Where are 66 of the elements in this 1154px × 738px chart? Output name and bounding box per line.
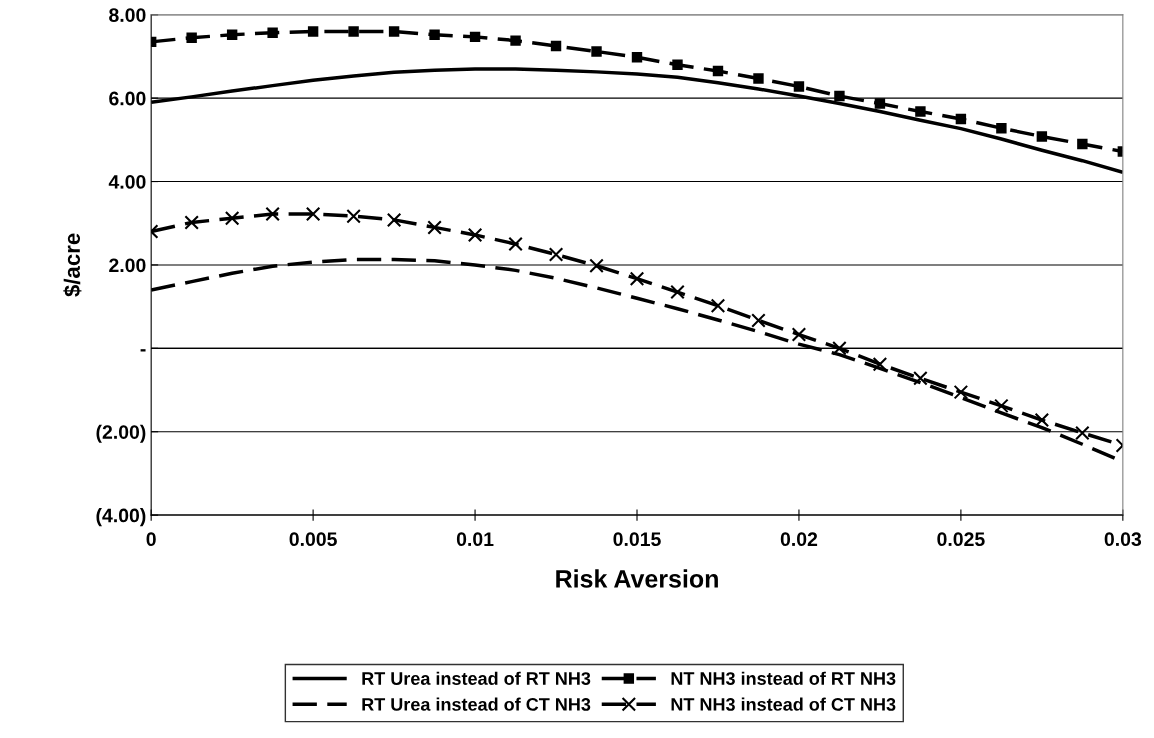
point	[548, 247, 564, 262]
y-tick-label: (4.00)	[96, 508, 146, 527]
point	[510, 35, 521, 46]
point	[629, 271, 645, 286]
point	[591, 46, 602, 57]
y-tick-label: 8.00	[109, 8, 146, 22]
point	[467, 227, 483, 243]
point	[427, 220, 442, 235]
point	[186, 32, 197, 43]
point	[346, 208, 361, 224]
x-tick-label: 0.02	[780, 532, 818, 547]
point	[710, 298, 726, 314]
point	[224, 210, 240, 226]
point	[226, 29, 238, 40]
x-tick-label: 0.025	[937, 532, 985, 547]
x-tick-label: 0.03	[1104, 532, 1142, 547]
point	[386, 212, 402, 228]
x-tick-label: 0	[146, 532, 156, 547]
point	[265, 206, 280, 222]
point	[429, 29, 440, 40]
point	[872, 356, 888, 372]
legend-label: NT NH3 instead of RT NH3	[671, 671, 896, 685]
point	[915, 106, 926, 117]
legend-label: RT Urea instead of RT NH3	[362, 671, 591, 685]
point	[832, 341, 847, 356]
y-tick-label: -	[140, 349, 146, 352]
point	[751, 313, 766, 328]
point	[550, 40, 562, 52]
point	[631, 52, 643, 63]
point	[305, 206, 321, 222]
point	[469, 31, 481, 43]
point	[1036, 131, 1048, 142]
point	[793, 81, 805, 92]
y-tick-label: 6.00	[109, 91, 146, 106]
point	[307, 26, 319, 37]
legend-label: NT NH3 instead of CT NH3	[671, 697, 896, 711]
legend-label: RT Urea instead of CT NH3	[362, 697, 591, 711]
point	[955, 113, 967, 125]
point	[913, 371, 928, 386]
point	[508, 236, 523, 252]
x-tick-label: 0.015	[613, 532, 661, 547]
point	[1034, 412, 1050, 428]
y-axis-title: $/acre	[63, 233, 82, 297]
x-axis-title: Risk Aversion	[556, 569, 718, 588]
y-tick-label: (2.00)	[96, 424, 146, 443]
point	[953, 384, 969, 400]
point	[589, 258, 604, 274]
point	[753, 73, 764, 84]
point	[184, 215, 199, 230]
point	[1077, 138, 1088, 150]
point	[670, 284, 685, 300]
point	[672, 59, 683, 70]
point	[1075, 425, 1090, 441]
point	[712, 65, 724, 77]
x-tick-label: 0.01	[456, 532, 494, 547]
point	[267, 27, 278, 38]
point	[834, 90, 845, 102]
point	[388, 26, 400, 37]
point	[348, 26, 359, 37]
point	[791, 327, 807, 342]
point	[994, 398, 1009, 414]
y-tick-label: 2.00	[109, 258, 146, 273]
y-tick-label: 4.00	[108, 175, 146, 189]
x-tick-label: 0.005	[289, 532, 337, 547]
point	[996, 122, 1007, 134]
point	[874, 98, 886, 109]
